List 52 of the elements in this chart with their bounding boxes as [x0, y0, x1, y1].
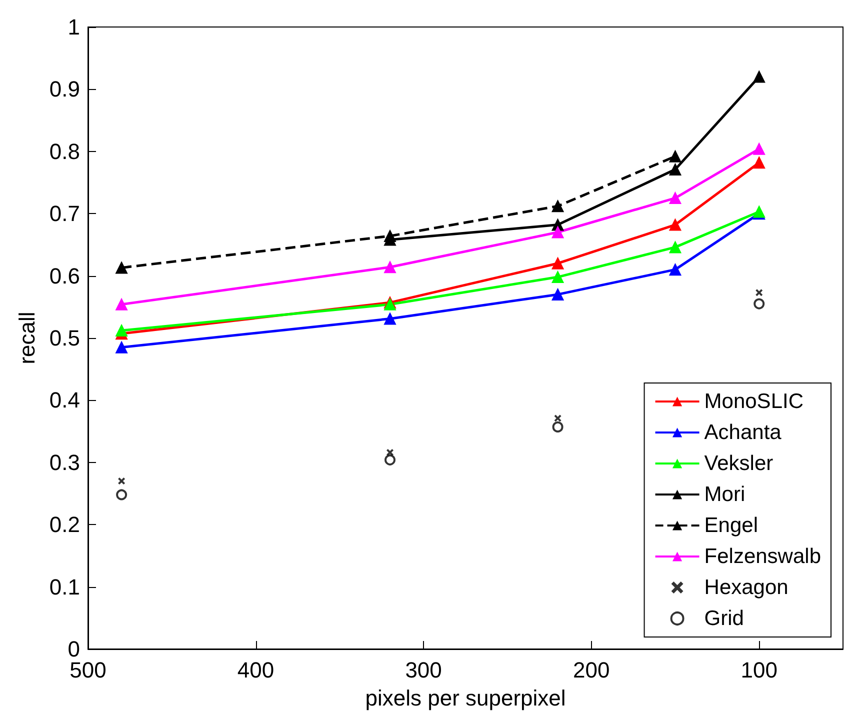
- point: [116, 489, 128, 500]
- point: [552, 226, 564, 238]
- legend-label: Hexagon: [704, 576, 788, 599]
- legend-label: Engel: [704, 514, 758, 537]
- y-tick-label: 0.3: [49, 450, 80, 475]
- y-axis-title: recall: [14, 312, 40, 364]
- point: [384, 454, 396, 466]
- point: [554, 414, 562, 422]
- point: [552, 288, 564, 300]
- legend-label: MonoSLIC: [704, 390, 804, 413]
- point: [756, 289, 763, 296]
- point: [669, 218, 682, 231]
- point: [552, 257, 564, 270]
- point: [669, 163, 682, 176]
- point: [552, 200, 564, 212]
- point: [118, 478, 126, 485]
- legend-label: Veksler: [704, 452, 774, 475]
- point: [116, 341, 128, 354]
- point: [116, 262, 128, 274]
- legend-label: Grid: [704, 607, 744, 630]
- point: [384, 312, 396, 325]
- x-axis-title: pixels per superpixel: [365, 686, 566, 710]
- legend-label: Felzenswalb: [704, 545, 822, 568]
- point: [753, 142, 766, 155]
- point: [384, 261, 396, 274]
- point: [669, 264, 682, 276]
- legend-label: Achanta: [704, 421, 782, 444]
- x-tick-label: 100: [740, 658, 778, 682]
- point: [384, 230, 396, 242]
- x-tick-label: 200: [572, 658, 610, 682]
- y-tick-label: 0.1: [49, 574, 80, 600]
- point: [669, 241, 682, 254]
- point: [754, 298, 765, 310]
- point: [753, 156, 766, 169]
- point: [116, 298, 128, 310]
- x-tick-label: 400: [237, 658, 274, 682]
- x-tick-label: 300: [405, 658, 442, 682]
- point: [116, 324, 128, 337]
- legend-label: Mori: [704, 483, 746, 506]
- point: [669, 192, 682, 204]
- point: [552, 271, 564, 284]
- y-tick-label: 0.8: [49, 138, 80, 164]
- point: [552, 421, 564, 432]
- y-tick-label: 0.7: [49, 201, 80, 226]
- y-tick-label: 0.4: [49, 388, 80, 413]
- y-tick-label: 1: [68, 14, 80, 40]
- y-tick-label: 0.6: [49, 263, 80, 288]
- y-tick-label: 0.5: [49, 326, 80, 350]
- point: [753, 70, 766, 83]
- y-tick-label: 0.2: [49, 512, 80, 538]
- point: [669, 150, 682, 162]
- y-tick-label: 0.9: [49, 76, 80, 102]
